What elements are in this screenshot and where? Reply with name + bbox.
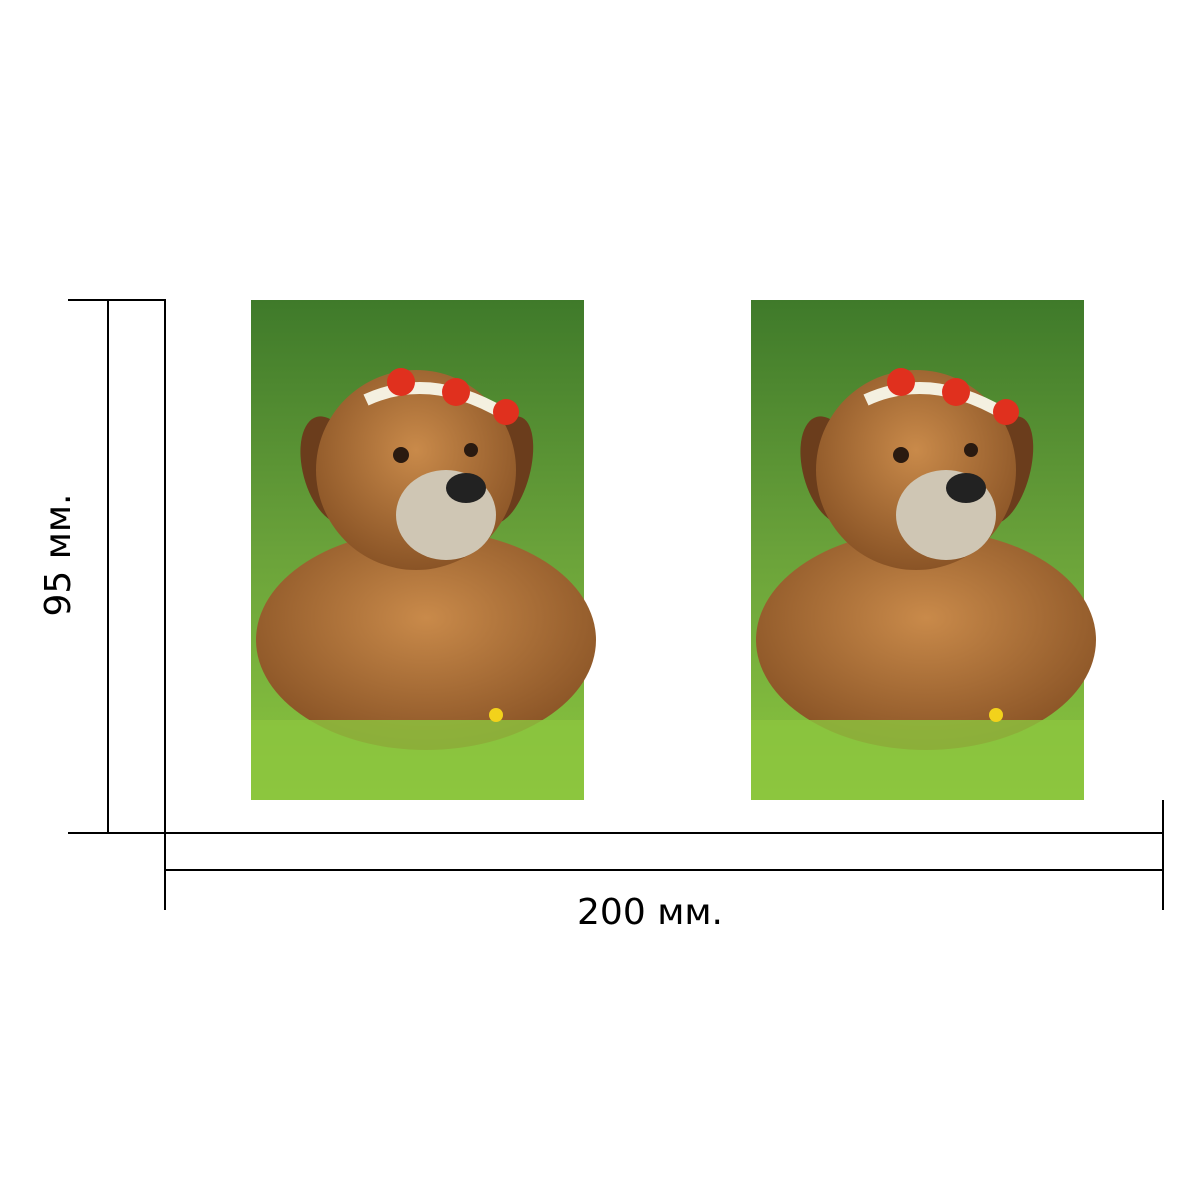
height-dimension: 95 мм.: [38, 299, 166, 834]
width-label: 200 мм.: [577, 892, 723, 933]
product-photo: [751, 300, 1096, 800]
height-label: 95 мм.: [38, 493, 79, 616]
product-photo: [251, 300, 596, 800]
width-dimension: 200 мм.: [164, 800, 1164, 933]
